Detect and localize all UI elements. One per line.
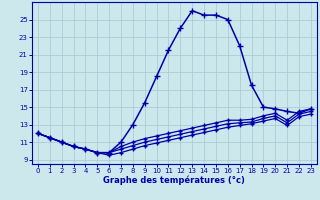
X-axis label: Graphe des températures (°c): Graphe des températures (°c)	[103, 176, 245, 185]
